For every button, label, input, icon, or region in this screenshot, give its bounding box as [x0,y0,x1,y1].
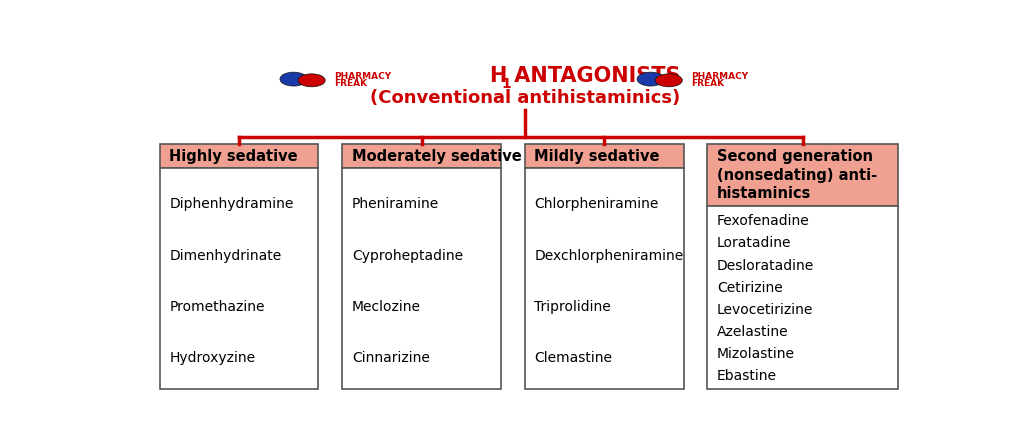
Text: PHARMACY: PHARMACY [691,72,749,81]
Text: Cetirizine: Cetirizine [717,281,782,295]
Bar [160,168,318,389]
Text: Highly sedative: Highly sedative [169,149,298,164]
Bar [524,144,684,168]
Text: FREAK: FREAK [691,79,725,88]
Text: Levocetirizine: Levocetirizine [717,303,813,317]
Text: Hydroxyzine: Hydroxyzine [169,352,255,365]
Text: Promethazine: Promethazine [169,300,265,314]
Text: Mizolastine: Mizolastine [717,347,795,361]
Text: PHARMACY: PHARMACY [334,72,391,81]
Text: FREAK: FREAK [334,79,368,88]
Text: 1: 1 [502,77,512,91]
Text: Clemastine: Clemastine [535,352,612,365]
Text: ANTAGONISTS: ANTAGONISTS [507,66,681,86]
Text: Mildly sedative: Mildly sedative [535,149,659,164]
Ellipse shape [655,74,682,87]
Text: Dexchlorpheniramine: Dexchlorpheniramine [535,249,684,263]
Bar [342,168,501,389]
Bar [524,168,684,389]
Text: Dimenhydrinate: Dimenhydrinate [169,249,282,263]
Text: Diphenhydramine: Diphenhydramine [169,197,294,211]
Bar [708,144,898,206]
Ellipse shape [298,74,326,87]
Text: Loratadine: Loratadine [717,236,792,251]
Text: Ebastine: Ebastine [717,369,777,383]
Text: Chlorpheniramine: Chlorpheniramine [535,197,658,211]
Text: (Conventional antihistaminics): (Conventional antihistaminics) [370,89,680,107]
Ellipse shape [280,72,307,86]
Text: Cinnarizine: Cinnarizine [352,352,430,365]
Bar [708,206,898,389]
Text: Pheniramine: Pheniramine [352,197,439,211]
Text: Fexofenadine: Fexofenadine [717,214,810,228]
Text: Meclozine: Meclozine [352,300,421,314]
Text: Azelastine: Azelastine [717,325,788,339]
Text: H: H [489,66,507,86]
Text: Moderately sedative: Moderately sedative [352,149,521,164]
Text: Second generation
(nonsedating) anti-
histaminics: Second generation (nonsedating) anti- hi… [717,149,877,201]
Text: Cyproheptadine: Cyproheptadine [352,249,463,263]
Text: Triprolidine: Triprolidine [535,300,611,314]
Ellipse shape [637,72,665,86]
Text: Desloratadine: Desloratadine [717,259,814,272]
Bar [160,144,318,168]
Bar [342,144,501,168]
